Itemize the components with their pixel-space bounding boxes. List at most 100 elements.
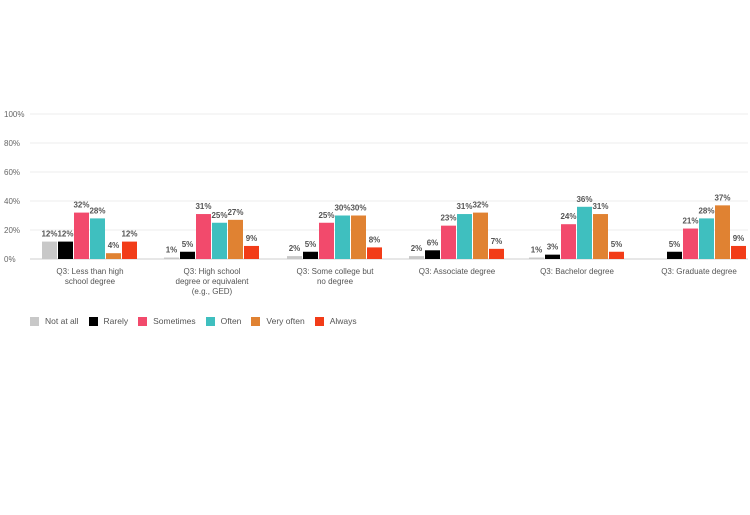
bar [441, 225, 456, 259]
data-label: 25% [318, 211, 334, 220]
data-label: 12% [41, 230, 57, 239]
bar [731, 245, 746, 259]
x-tick-label: Q3: Less than high school degree [56, 267, 123, 286]
legend-swatch [30, 316, 39, 326]
legend-label: Very often [266, 316, 305, 326]
y-tick-label: 80% [4, 139, 20, 148]
bar [244, 245, 259, 259]
data-label: 23% [440, 214, 456, 223]
data-label: 12% [57, 230, 73, 239]
bar [545, 254, 560, 259]
data-label: 2% [289, 244, 301, 253]
bar [715, 205, 730, 259]
bar [699, 218, 714, 259]
data-label: 1% [166, 246, 178, 255]
data-label: 9% [733, 234, 745, 243]
x-tick-label: Q3: High school degree or equivalent (e.g.… [176, 267, 250, 296]
bar [180, 251, 195, 259]
bar-chart: 0% 20% 40% 60% 80% 100% 12% 1% 2% 2% 1% 12% 5% 5% 6% 3… [4, 110, 748, 296]
data-label: 37% [714, 193, 730, 202]
data-label: 30% [350, 204, 366, 213]
data-label: 6% [427, 238, 439, 247]
y-tick-label: 100% [4, 110, 24, 119]
data-label: 4% [108, 241, 120, 250]
legend-label: Always [329, 316, 357, 326]
data-label: 25% [211, 211, 227, 220]
bar [212, 222, 227, 259]
legend-label: Rarely [103, 316, 129, 326]
bar [106, 253, 121, 259]
bar [409, 256, 424, 259]
data-label: 31% [592, 202, 608, 211]
bar [577, 206, 592, 259]
data-label: 31% [456, 202, 472, 211]
bar [351, 215, 366, 259]
bar [303, 251, 318, 259]
x-tick-label: Q3: Associate degree [419, 267, 496, 276]
bar [593, 214, 608, 259]
legend-swatch [314, 316, 324, 326]
data-label: 27% [227, 208, 243, 217]
y-tick-label: 0% [4, 255, 16, 264]
bar [319, 222, 334, 259]
bar [457, 214, 472, 259]
legend-label: Sometimes [153, 316, 196, 326]
x-axis: Q3: Less than high school degree Q3: High … [56, 267, 737, 296]
data-label: 12% [121, 230, 137, 239]
data-label: 21% [682, 217, 698, 226]
legend-entry[interactable]: Very often [251, 316, 305, 326]
x-tick-label: Q3: Graduate degree [661, 267, 737, 276]
data-label: 8% [369, 235, 381, 244]
bar [196, 214, 211, 259]
y-tick-label: 40% [4, 197, 20, 206]
legend-entry[interactable]: Always [314, 316, 357, 326]
bars [42, 205, 746, 259]
bar [74, 212, 89, 259]
x-tick-label: Q3: Some college but no degree [297, 267, 375, 286]
bar [473, 212, 488, 259]
data-label: 2% [411, 244, 423, 253]
data-label: 32% [472, 201, 488, 210]
data-label: 9% [246, 234, 258, 243]
bar [667, 251, 682, 259]
legend: Not at all Rarely Sometimes Often Very often… [30, 316, 370, 326]
data-label: 30% [334, 204, 350, 213]
legend-label: Often [220, 316, 242, 326]
bar [122, 241, 137, 259]
legend-swatch [138, 316, 148, 326]
legend-entry[interactable]: Rarely [88, 316, 129, 326]
bar [561, 224, 576, 259]
bar [228, 219, 243, 259]
bar [609, 251, 624, 259]
data-labels: 12%1% 2% 2% 1%12%5% 5% 6% 3% 5%32% 31%25% 23% 24% 2… [41, 193, 744, 254]
data-label: 24% [560, 212, 576, 221]
y-tick-label: 20% [4, 226, 20, 235]
legend-swatch [251, 316, 261, 326]
data-label: 5% [669, 240, 681, 249]
data-label: 5% [611, 240, 623, 249]
bar [683, 228, 698, 259]
data-label: 31% [195, 202, 211, 211]
legend-entry[interactable]: Often [205, 316, 242, 326]
bar [529, 257, 544, 259]
y-tick-label: 60% [4, 168, 20, 177]
legend-entry[interactable]: Not at all [30, 316, 79, 326]
bar [42, 241, 57, 259]
data-label: 36% [576, 195, 592, 204]
bar [425, 250, 440, 259]
legend-entry[interactable]: Sometimes [138, 316, 196, 326]
data-label: 32% [73, 201, 89, 210]
data-label: 28% [89, 206, 105, 215]
legend-swatch [88, 316, 98, 326]
gridlines [30, 113, 748, 260]
bar [90, 218, 105, 259]
data-label: 7% [491, 237, 503, 246]
bar [287, 256, 302, 259]
bar [367, 247, 382, 259]
bar [335, 215, 350, 259]
bar [489, 248, 504, 259]
legend-label: Not at all [45, 316, 79, 326]
data-label: 28% [698, 206, 714, 215]
bar [164, 257, 179, 259]
data-label: 3% [547, 243, 559, 252]
